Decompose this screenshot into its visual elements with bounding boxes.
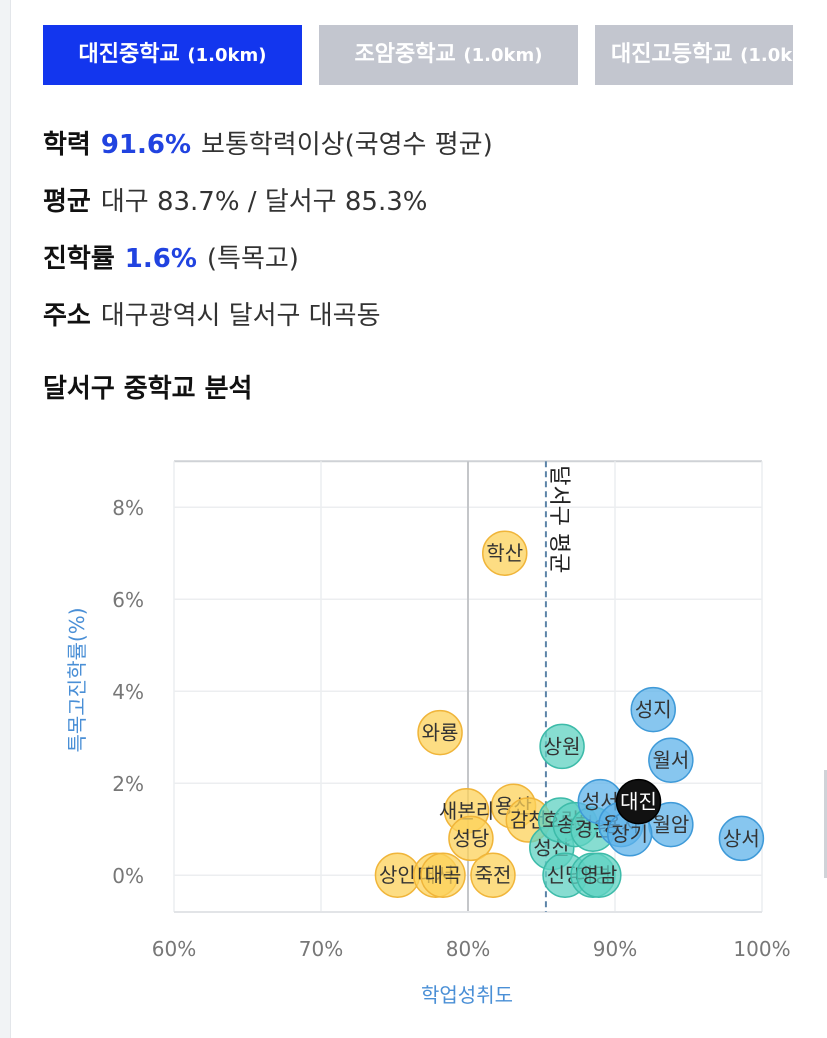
scroll-edge bbox=[824, 770, 827, 878]
info-label: 학력 bbox=[43, 130, 91, 160]
x-tick-label: 60% bbox=[152, 937, 196, 961]
point-죽전 bbox=[470, 852, 516, 898]
info-label: 주소 bbox=[43, 301, 91, 331]
tab-distance: (1.0km) bbox=[463, 45, 543, 66]
point-label: 성당 bbox=[453, 826, 490, 850]
tab-label: 대진고등학교 bbox=[611, 42, 733, 67]
point-label: 상원 bbox=[544, 734, 581, 758]
reference-layer: 달서구 평균 bbox=[544, 461, 571, 912]
point-label: 영남 bbox=[580, 863, 617, 887]
point-영남 bbox=[576, 852, 622, 898]
point-와룡 bbox=[417, 709, 463, 756]
y-tick-label: 2% bbox=[112, 772, 144, 796]
x-tick-label: 80% bbox=[446, 937, 490, 961]
point-label: 월서 bbox=[652, 748, 689, 772]
point-대곡 bbox=[420, 852, 466, 898]
y-tick-label: 8% bbox=[112, 496, 144, 520]
section-title: 달서구 중학교 분석 bbox=[43, 374, 253, 404]
y-tick-label: 6% bbox=[112, 588, 144, 612]
point-label: 상서 bbox=[723, 826, 760, 850]
info-desc: 대구 83.7% / 달서구 85.3% bbox=[100, 187, 428, 217]
info-address: 주소 대구광역시 달서구 대곡동 bbox=[43, 291, 493, 348]
tab-distance: (1.0km) bbox=[187, 45, 267, 66]
point-대진 bbox=[615, 778, 662, 825]
tab-daejin-high[interactable]: 대진고등학교 (1.0km) bbox=[595, 25, 793, 85]
info-desc: (특목고) bbox=[206, 244, 299, 274]
info-average: 평균 대구 83.7% / 달서구 85.3% bbox=[43, 177, 493, 234]
tab-label: 대진중학교 bbox=[78, 42, 180, 67]
point-label: 성지 bbox=[635, 698, 672, 722]
x-tick-label: 100% bbox=[733, 937, 790, 961]
point-label: 학산 bbox=[486, 541, 523, 565]
school-tabs: 대진중학교 (1.0km) 조암중학교 (1.0km) 대진고등학교 (1.0k… bbox=[43, 25, 793, 85]
tab-daejin-middle[interactable]: 대진중학교 (1.0km) bbox=[43, 25, 302, 85]
reference-line-label: 달서구 평균 bbox=[546, 465, 571, 573]
point-상서 bbox=[718, 815, 765, 862]
info-desc: 보통학력이상(국영수 평균) bbox=[201, 130, 493, 160]
point-성지 bbox=[630, 686, 676, 733]
point-label: 와룡 bbox=[422, 721, 459, 745]
tab-distance: (1.0km) bbox=[740, 45, 793, 66]
point-label: 대진 bbox=[620, 790, 657, 814]
info-achievement: 학력 91.6% 보통학력이상(국영수 평균) bbox=[43, 120, 493, 177]
point-label: 죽전 bbox=[475, 863, 512, 887]
point-성당 bbox=[448, 815, 494, 862]
y-tick-label: 4% bbox=[112, 680, 144, 704]
y-tick-label: 0% bbox=[112, 864, 144, 888]
tab-joam-middle[interactable]: 조암중학교 (1.0km) bbox=[319, 25, 578, 85]
x-tick-label: 70% bbox=[299, 937, 343, 961]
chart-ticks: 0% 2% 4% 6% 8% 60% 70% 80% 90% 100% bbox=[112, 496, 790, 961]
x-axis-label: 학업성취도 bbox=[421, 983, 513, 1007]
x-tick-label: 90% bbox=[593, 937, 637, 961]
point-label: 월암 bbox=[652, 813, 689, 837]
point-label: 장기 bbox=[611, 822, 648, 846]
info-advancement: 진학률 1.6% (특목고) bbox=[43, 234, 493, 291]
tab-label: 조암중학교 bbox=[354, 42, 456, 67]
info-desc: 대구광역시 달서구 대곡동 bbox=[100, 301, 381, 331]
achievement-value: 91.6% bbox=[100, 130, 192, 160]
y-axis-label: 특목고진학률(%) bbox=[65, 607, 89, 752]
point-label: 상인 bbox=[379, 863, 416, 887]
point-label: 대곡 bbox=[425, 863, 462, 887]
point-월서 bbox=[648, 737, 694, 783]
point-상원 bbox=[539, 723, 585, 770]
school-info: 학력 91.6% 보통학력이상(국영수 평균) 평균 대구 83.7% / 달서구 8… bbox=[43, 120, 493, 348]
info-label: 평균 bbox=[43, 187, 91, 217]
chart-points: 학산와룡용산새본리성당상인대서대곡죽전감천상원성산신당대명영남호림송현경원성지월… bbox=[374, 530, 765, 898]
point-학산 bbox=[482, 530, 528, 576]
advancement-value: 1.6% bbox=[124, 244, 197, 274]
info-label: 진학률 bbox=[43, 244, 115, 274]
left-border bbox=[0, 0, 11, 1038]
